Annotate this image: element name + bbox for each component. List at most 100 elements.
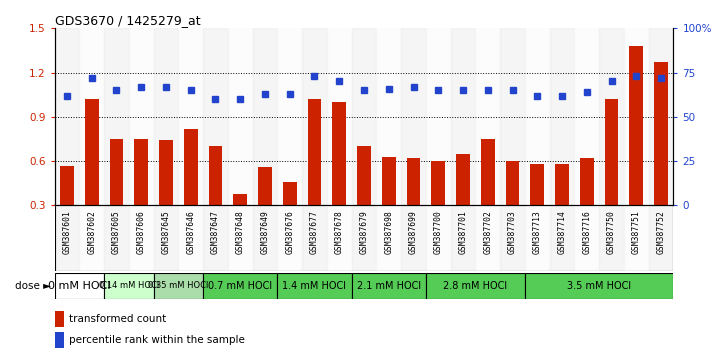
Text: 2.1 mM HOCl: 2.1 mM HOCl (357, 281, 421, 291)
FancyBboxPatch shape (426, 273, 525, 299)
Bar (654, 62, 668, 205)
Bar (376, 205, 401, 271)
Bar (55, 28, 79, 205)
Bar (283, 182, 296, 205)
FancyBboxPatch shape (154, 273, 203, 299)
Text: 1.4 mM HOCl: 1.4 mM HOCl (282, 281, 347, 291)
Text: GSM387752: GSM387752 (657, 211, 665, 255)
Bar (228, 205, 253, 271)
Bar (599, 28, 624, 205)
Bar (456, 154, 470, 205)
Bar (184, 129, 197, 205)
Text: GSM387751: GSM387751 (632, 211, 641, 255)
Bar (55, 311, 64, 327)
Bar (382, 156, 395, 205)
Text: GSM387602: GSM387602 (87, 211, 96, 255)
Text: GSM387714: GSM387714 (558, 211, 566, 255)
Bar (333, 102, 346, 205)
Bar (426, 205, 451, 271)
Bar (401, 28, 426, 205)
Text: GSM387677: GSM387677 (310, 211, 319, 255)
Bar (506, 161, 519, 205)
Text: GSM387699: GSM387699 (409, 211, 418, 255)
Text: GSM387703: GSM387703 (508, 211, 517, 255)
Bar (178, 28, 203, 205)
Bar (451, 205, 475, 271)
Bar (104, 205, 129, 271)
Text: GSM387701: GSM387701 (459, 211, 467, 255)
Text: GSM387678: GSM387678 (335, 211, 344, 255)
Bar (352, 205, 376, 271)
Bar (630, 46, 643, 205)
Text: GSM387601: GSM387601 (63, 211, 71, 255)
Bar (475, 28, 500, 205)
Text: GSM387676: GSM387676 (285, 211, 294, 255)
FancyBboxPatch shape (203, 273, 277, 299)
Bar (451, 28, 475, 205)
Bar (203, 28, 228, 205)
Bar (110, 139, 123, 205)
Bar (376, 28, 401, 205)
Text: 0.14 mM HOCl: 0.14 mM HOCl (99, 281, 159, 290)
Bar (574, 28, 599, 205)
Bar (302, 28, 327, 205)
Bar (60, 166, 74, 205)
Bar (352, 28, 376, 205)
Text: GSM387606: GSM387606 (137, 211, 146, 255)
Bar (209, 146, 222, 205)
Text: GSM387645: GSM387645 (162, 211, 170, 255)
Bar (432, 161, 445, 205)
Bar (104, 28, 129, 205)
Bar (426, 28, 451, 205)
Text: GSM387700: GSM387700 (434, 211, 443, 255)
FancyBboxPatch shape (104, 273, 154, 299)
Bar (555, 164, 569, 205)
Bar (277, 205, 302, 271)
Bar (135, 139, 148, 205)
Text: GSM387646: GSM387646 (186, 211, 195, 255)
Bar (624, 205, 649, 271)
Bar (525, 205, 550, 271)
Text: GSM387679: GSM387679 (360, 211, 368, 255)
Bar (649, 205, 673, 271)
Bar (407, 158, 420, 205)
Bar (550, 205, 574, 271)
Text: GSM387716: GSM387716 (582, 211, 591, 255)
Bar (178, 205, 203, 271)
Bar (253, 205, 277, 271)
Bar (55, 332, 64, 348)
Bar (599, 205, 624, 271)
Text: 0 mM HOCl: 0 mM HOCl (48, 281, 111, 291)
Bar (277, 28, 302, 205)
Bar (154, 28, 178, 205)
Bar (525, 28, 550, 205)
Bar (605, 99, 618, 205)
Bar (401, 205, 426, 271)
Text: GSM387702: GSM387702 (483, 211, 492, 255)
Text: 0.7 mM HOCl: 0.7 mM HOCl (208, 281, 272, 291)
Text: 0.35 mM HOCl: 0.35 mM HOCl (149, 281, 208, 290)
Bar (258, 167, 272, 205)
Bar (481, 139, 494, 205)
FancyBboxPatch shape (525, 273, 673, 299)
Bar (475, 205, 500, 271)
Bar (154, 205, 178, 271)
Text: dose ►: dose ► (15, 281, 51, 291)
Bar (531, 164, 544, 205)
FancyBboxPatch shape (55, 273, 104, 299)
Bar (327, 205, 352, 271)
Bar (79, 28, 104, 205)
Bar (129, 28, 154, 205)
Bar (624, 28, 649, 205)
Bar (55, 205, 79, 271)
Bar (253, 28, 277, 205)
Bar (228, 28, 253, 205)
Bar (500, 205, 525, 271)
FancyBboxPatch shape (352, 273, 426, 299)
Bar (357, 146, 371, 205)
Bar (308, 99, 321, 205)
Bar (203, 205, 228, 271)
Bar (234, 194, 247, 205)
Bar (85, 99, 98, 205)
Bar (500, 28, 525, 205)
